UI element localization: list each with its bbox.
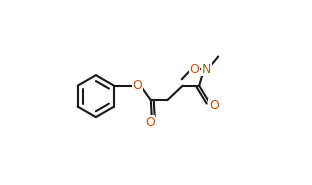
Text: O: O [145,116,155,129]
Text: N: N [202,63,211,76]
Text: O: O [190,63,199,76]
Text: O: O [209,99,219,112]
Text: O: O [132,79,142,92]
